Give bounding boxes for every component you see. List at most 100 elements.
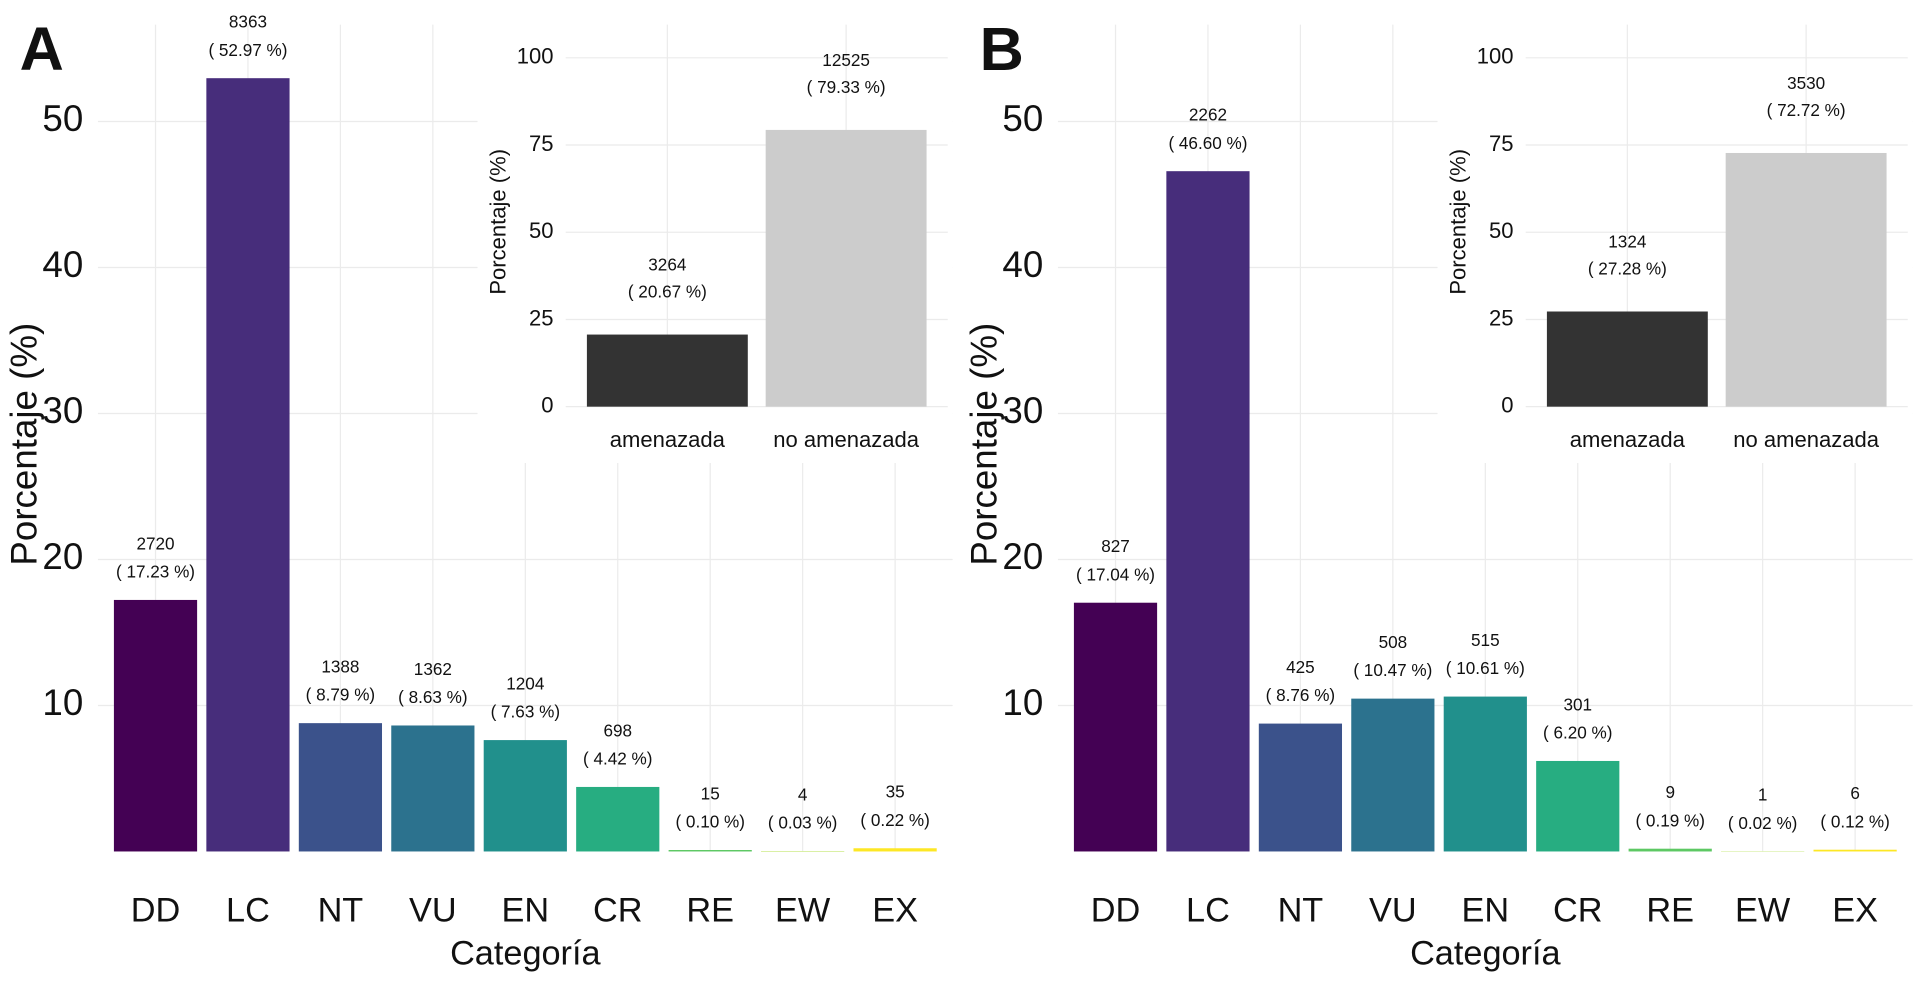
bar bbox=[1073, 602, 1158, 852]
value-label: ( 17.04 %) bbox=[1076, 564, 1155, 584]
bar bbox=[668, 850, 752, 852]
value-label: ( 0.03 %) bbox=[768, 813, 837, 833]
x-tick-label: amenazada bbox=[1570, 427, 1686, 452]
x-tick-label: VU bbox=[409, 891, 457, 929]
value-label: ( 0.12 %) bbox=[1820, 811, 1889, 831]
bar bbox=[1628, 848, 1712, 852]
x-tick-label: LC bbox=[226, 891, 270, 929]
y-axis-title: Porcentaje (%) bbox=[964, 323, 1005, 566]
y-tick-label: 75 bbox=[1489, 131, 1514, 156]
value-label: ( 10.61 %) bbox=[1446, 658, 1525, 678]
y-axis-title: Porcentaje (%) bbox=[485, 149, 510, 295]
count-label: 8363 bbox=[229, 12, 267, 32]
x-axis-title: Categoría bbox=[450, 934, 601, 972]
value-label: ( 79.33 %) bbox=[807, 77, 886, 97]
count-label: 4 bbox=[798, 784, 808, 804]
x-tick-label: NT bbox=[318, 891, 364, 929]
x-tick-label: RE bbox=[1646, 891, 1694, 929]
bar bbox=[1813, 849, 1897, 852]
y-tick-label: 10 bbox=[42, 682, 83, 723]
y-tick-label: 100 bbox=[517, 44, 554, 69]
bar bbox=[391, 725, 475, 852]
value-label: ( 8.79 %) bbox=[306, 685, 375, 705]
count-label: 9 bbox=[1665, 782, 1675, 802]
x-tick-label: DD bbox=[131, 891, 181, 929]
count-label: 1204 bbox=[506, 674, 545, 694]
value-label: ( 8.63 %) bbox=[398, 687, 467, 707]
count-label: 1 bbox=[1758, 785, 1768, 805]
y-axis-title: Porcentaje (%) bbox=[1445, 149, 1470, 295]
count-label: 1324 bbox=[1608, 231, 1647, 251]
bar bbox=[113, 599, 198, 852]
bar bbox=[483, 740, 567, 852]
bar bbox=[576, 786, 660, 852]
bar bbox=[1536, 760, 1620, 852]
y-tick-label: 75 bbox=[529, 131, 554, 156]
value-label: ( 0.22 %) bbox=[860, 810, 929, 830]
y-tick-label: 20 bbox=[42, 536, 83, 577]
count-label: 3530 bbox=[1787, 73, 1825, 93]
value-label: ( 0.02 %) bbox=[1728, 813, 1797, 833]
bar bbox=[1725, 152, 1887, 407]
value-label: ( 17.23 %) bbox=[116, 562, 195, 582]
y-tick-label: 0 bbox=[541, 393, 553, 418]
bar bbox=[765, 129, 927, 407]
count-label: 515 bbox=[1471, 630, 1500, 650]
y-tick-label: 30 bbox=[1002, 390, 1043, 431]
value-label: ( 7.63 %) bbox=[491, 702, 560, 722]
x-tick-label: DD bbox=[1091, 891, 1141, 929]
value-label: ( 52.97 %) bbox=[208, 40, 287, 60]
bar bbox=[1166, 171, 1250, 852]
count-label: 6 bbox=[1850, 783, 1860, 803]
y-tick-label: 0 bbox=[1501, 393, 1513, 418]
x-tick-label: RE bbox=[686, 891, 734, 929]
y-tick-label: 50 bbox=[42, 98, 83, 139]
bar bbox=[1443, 696, 1527, 852]
bar bbox=[1546, 311, 1708, 407]
count-label: 425 bbox=[1286, 657, 1315, 677]
x-tick-label: NT bbox=[1278, 891, 1324, 929]
bar bbox=[298, 723, 383, 852]
count-label: 1362 bbox=[414, 659, 452, 679]
count-label: 15 bbox=[701, 783, 720, 803]
value-label: ( 27.28 %) bbox=[1588, 258, 1667, 278]
x-tick-label: EW bbox=[775, 891, 831, 929]
panel-label: B bbox=[980, 15, 1024, 83]
value-label: ( 4.42 %) bbox=[583, 749, 652, 769]
x-tick-label: no amenazada bbox=[773, 427, 920, 452]
x-tick-label: LC bbox=[1186, 891, 1230, 929]
bar bbox=[853, 848, 937, 852]
y-tick-label: 40 bbox=[1002, 244, 1043, 285]
count-label: 508 bbox=[1379, 632, 1408, 652]
x-tick-label: EN bbox=[1462, 891, 1510, 929]
count-label: 3264 bbox=[648, 255, 687, 275]
x-tick-label: EX bbox=[872, 891, 918, 929]
x-axis-title: Categoría bbox=[1410, 934, 1561, 972]
x-tick-label: amenazada bbox=[610, 427, 726, 452]
value-label: ( 72.72 %) bbox=[1767, 100, 1846, 120]
y-tick-label: 50 bbox=[1002, 98, 1043, 139]
count-label: 2720 bbox=[136, 533, 174, 553]
x-tick-label: EN bbox=[502, 891, 550, 929]
y-axis-title: Porcentaje (%) bbox=[4, 323, 45, 566]
x-tick-label: CR bbox=[1553, 891, 1603, 929]
x-tick-label: EX bbox=[1832, 891, 1878, 929]
count-label: 698 bbox=[603, 720, 632, 740]
panel-label: A bbox=[20, 15, 64, 83]
x-tick-label: EW bbox=[1735, 891, 1791, 929]
x-tick-label: VU bbox=[1369, 891, 1417, 929]
y-tick-label: 25 bbox=[1489, 305, 1514, 330]
value-label: ( 0.19 %) bbox=[1635, 810, 1704, 830]
count-label: 827 bbox=[1101, 536, 1130, 556]
x-tick-label: CR bbox=[593, 891, 643, 929]
value-label: ( 0.10 %) bbox=[675, 812, 744, 832]
value-label: ( 6.20 %) bbox=[1543, 723, 1612, 743]
count-label: 1388 bbox=[321, 657, 359, 677]
bar bbox=[206, 78, 290, 852]
count-label: 35 bbox=[886, 782, 905, 802]
count-label: 301 bbox=[1563, 694, 1592, 714]
bar bbox=[586, 334, 748, 407]
bar bbox=[1258, 723, 1343, 852]
